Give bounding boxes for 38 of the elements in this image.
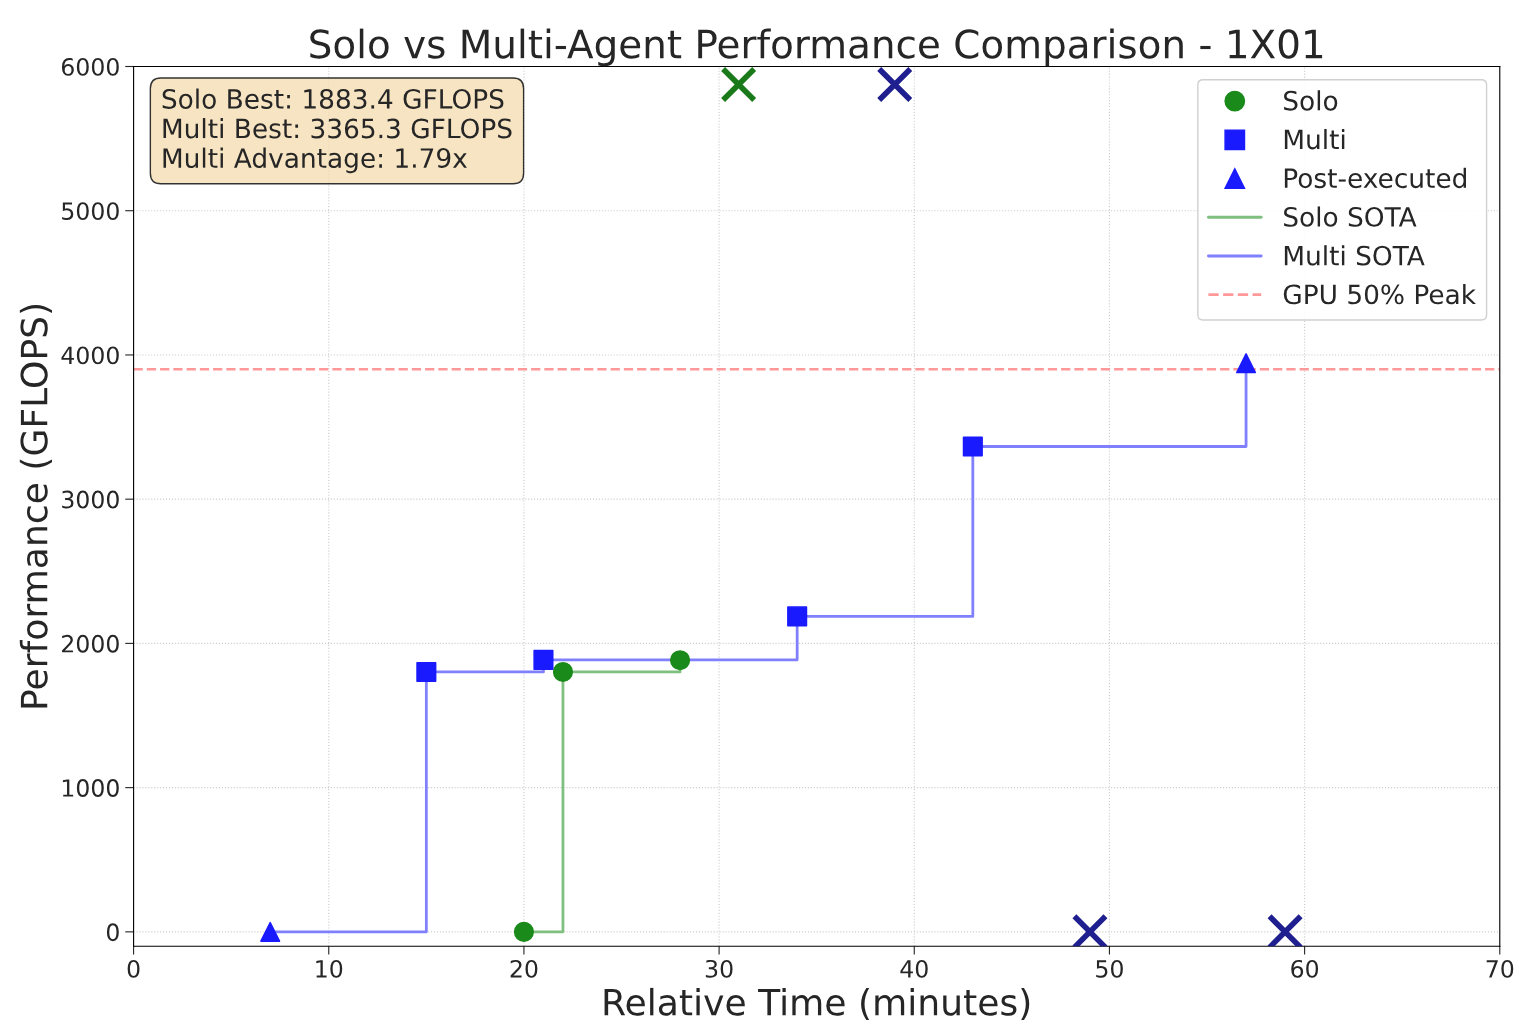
point (513, 921, 534, 942)
point (962, 436, 983, 457)
annotation: Solo Best: 1883.4 GFLOPS (162, 88, 504, 109)
x-axis-title: Relative Time (minutes) (604, 987, 1030, 1021)
y-tick-label: 1000 (62, 779, 119, 797)
point (876, 66, 914, 103)
legend-label: Solo SOTA (1284, 206, 1417, 227)
point (670, 650, 691, 671)
legend-label: Multi (1284, 128, 1345, 150)
x-tick-label: 40 (900, 959, 928, 978)
x-tick-label: 0 (127, 959, 140, 978)
legend-label: Multi SOTA (1284, 245, 1425, 266)
y-tick-label: 5000 (62, 202, 119, 221)
y-tick-label: 0 (106, 923, 119, 942)
x-tick-label: 10 (316, 959, 343, 978)
point (260, 921, 281, 942)
x-tick-label: 70 (1486, 959, 1514, 978)
x-tick-label: 20 (510, 959, 538, 978)
annotation: Multi Best: 3365.3 GFLOPS (163, 118, 512, 139)
point (533, 649, 554, 670)
point (720, 66, 757, 103)
annotation: Multi Advantage: 1.79x (163, 147, 467, 174)
chart-title: Solo vs Multi-Agent Performance Comparison - 1X01 (310, 28, 1323, 67)
point (552, 661, 574, 683)
x-tick-label: 30 (705, 959, 733, 978)
y-tick-label: 3000 (62, 490, 119, 509)
x-tick-label: 60 (1291, 959, 1319, 978)
y-tick-label: 2000 (62, 634, 119, 653)
point (416, 661, 437, 683)
point (787, 606, 808, 627)
x-tick-label: 50 (1096, 959, 1123, 978)
legend-label: Post-executed (1284, 167, 1466, 189)
y-tick-label: 4000 (61, 346, 119, 365)
legend-label: Solo (1284, 90, 1338, 111)
point (1235, 353, 1257, 374)
y-tick-label: 6000 (61, 57, 119, 76)
legend-label: GPU 50% Peak (1283, 283, 1476, 305)
y-axis-title: Performance (GFLOPS) (19, 304, 52, 708)
